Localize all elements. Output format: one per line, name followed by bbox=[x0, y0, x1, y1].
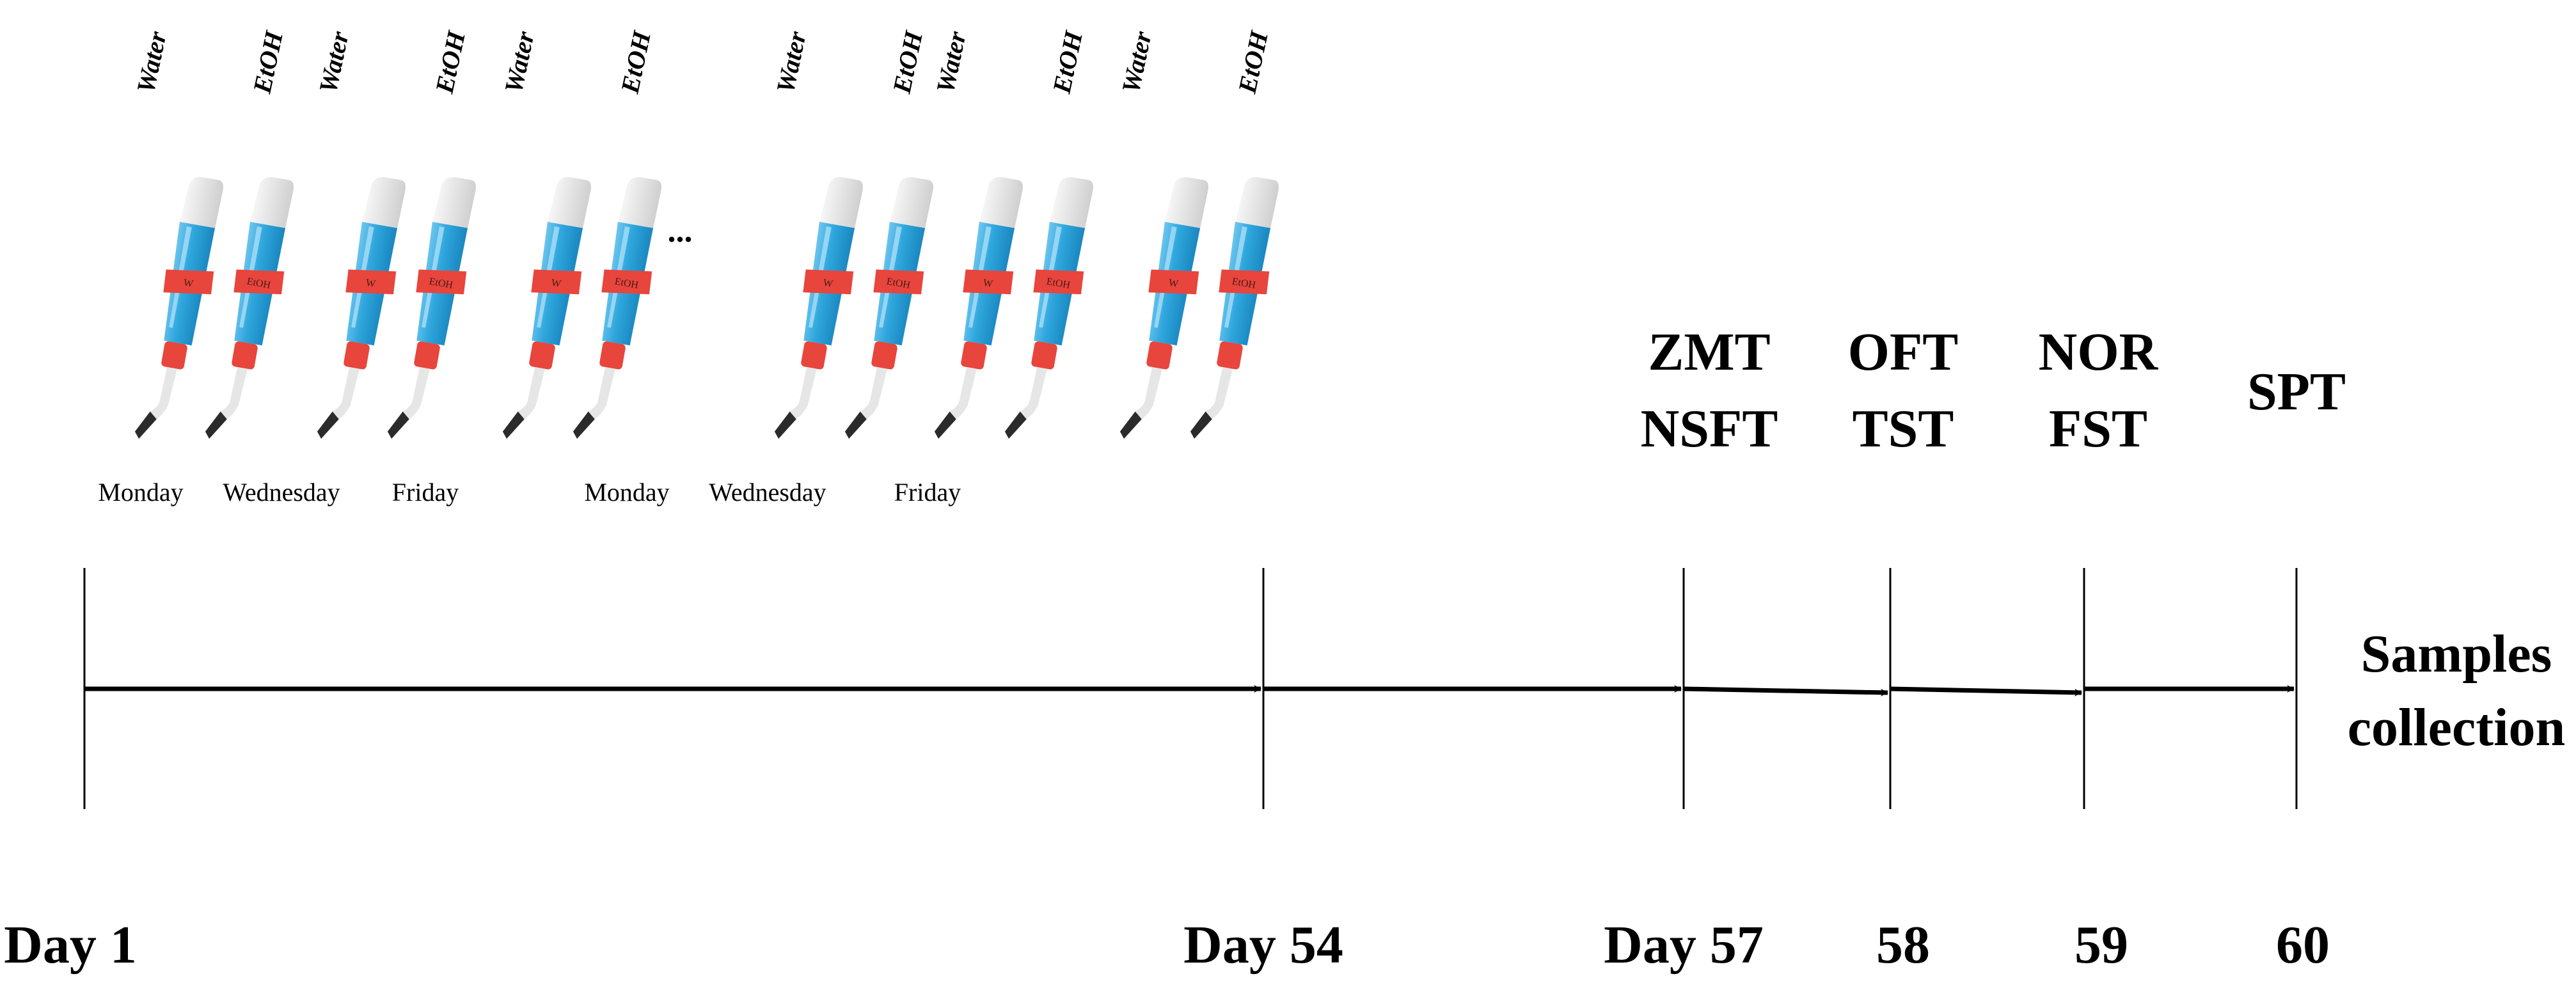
bottle-liquid-label: EtOH bbox=[1232, 28, 1274, 97]
drinking-bottle-icon: W bbox=[773, 173, 871, 447]
bottle-tag-text: EtOH bbox=[429, 276, 454, 291]
bottle-tag-text: EtOH bbox=[614, 276, 640, 291]
bottle-tag-text: W bbox=[982, 278, 994, 290]
day-label: 60 bbox=[2276, 915, 2330, 975]
weekday-label: Wednesday bbox=[223, 478, 340, 507]
bottle-tag-text: W bbox=[822, 278, 834, 290]
drinking-bottle-icon: W bbox=[933, 173, 1031, 447]
weekday-label: Wednesday bbox=[709, 478, 826, 507]
drinking-bottle-icon: EtOH bbox=[572, 173, 669, 447]
drinking-bottle-icon: W bbox=[316, 173, 413, 447]
drinking-bottle-icon: W bbox=[1119, 173, 1216, 447]
test-label: ZMT bbox=[1648, 322, 1770, 382]
bottle-tag-text: EtOH bbox=[886, 276, 912, 291]
test-label: FST bbox=[2049, 399, 2147, 459]
bottle-liquid-label: Water bbox=[1116, 29, 1157, 96]
bottle-pair: W Water EtOH EtOH bbox=[931, 28, 1101, 447]
test-label: NOR bbox=[2039, 322, 2159, 382]
drinking-bottle-icon: W bbox=[134, 173, 231, 447]
weekday-label: Friday bbox=[392, 478, 459, 507]
bottle-liquid-label: EtOH bbox=[1047, 28, 1088, 97]
end-label: Samples bbox=[2361, 624, 2552, 684]
bottle-pairs: WWaterEtOHEtOHWWaterEtOHEtOHWWaterEtOHEt… bbox=[131, 28, 1286, 447]
test-label: NSFT bbox=[1641, 399, 1778, 459]
bottle-liquid-label: Water bbox=[313, 29, 354, 96]
day-label: 59 bbox=[2074, 915, 2128, 975]
day-label: 58 bbox=[1876, 915, 1930, 975]
bottle-liquid-label: Water bbox=[931, 29, 972, 96]
bottle-tag-text: W bbox=[182, 278, 194, 290]
drinking-bottle-icon: W bbox=[502, 173, 599, 447]
drinking-bottle-icon: EtOH bbox=[844, 173, 941, 447]
drinking-bottle-icon: EtOH bbox=[1189, 173, 1286, 447]
test-label: TST bbox=[1853, 399, 1954, 459]
bottle-pair: W Water EtOH EtOH bbox=[771, 28, 941, 447]
bottle-tag-text: W bbox=[1167, 278, 1180, 290]
ellipsis: ... bbox=[668, 213, 693, 249]
bottle-tag-text: EtOH bbox=[1046, 276, 1071, 291]
bottle-tag-text: EtOH bbox=[246, 276, 272, 291]
bottle-liquid-label: Water bbox=[499, 29, 540, 96]
drinking-bottle-icon: EtOH bbox=[204, 173, 301, 447]
day-label: Day 54 bbox=[1183, 915, 1343, 975]
bottle-pair: W Water EtOH EtOH bbox=[131, 28, 301, 447]
bottle-pair: W Water EtOH EtOH bbox=[499, 28, 669, 447]
weekday-label: Monday bbox=[98, 478, 183, 507]
bottle-tag-text: W bbox=[365, 278, 377, 290]
bottle-tag-text: EtOH bbox=[1231, 276, 1257, 291]
bottle-liquid-label: Water bbox=[771, 29, 812, 96]
weekday-labels: Monday Wednesday Friday Monday Wednesday Frid… bbox=[98, 478, 961, 507]
bottle-liquid-label: EtOH bbox=[615, 28, 656, 97]
timeline: Day 1 Day 54 Day 57 ZMT NSFT 58 OFT TST 59 NOR FST… bbox=[4, 322, 2565, 975]
weekday-label: Friday bbox=[894, 478, 961, 507]
bottle-liquid-label: EtOH bbox=[247, 28, 288, 97]
drinking-bottle-icon: EtOH bbox=[1004, 173, 1101, 447]
bottle-liquid-label: EtOH bbox=[887, 28, 928, 97]
end-label: collection bbox=[2348, 698, 2566, 757]
weekday-label: Monday bbox=[584, 478, 669, 507]
bottle-liquid-label: EtOH bbox=[429, 28, 471, 97]
test-label: OFT bbox=[1848, 322, 1959, 382]
bottle-pair: W Water EtOH EtOH bbox=[313, 28, 484, 447]
day-label: Day 1 bbox=[4, 915, 137, 975]
timeline-arrow bbox=[1683, 686, 1888, 697]
drinking-bottle-icon: EtOH bbox=[386, 173, 484, 447]
timeline-arrow bbox=[1890, 686, 2082, 697]
bottle-pair: W Water EtOH EtOH bbox=[1116, 28, 1286, 447]
test-label: SPT bbox=[2247, 362, 2346, 421]
bottle-liquid-label: Water bbox=[131, 29, 172, 96]
day-label: Day 57 bbox=[1604, 915, 1764, 975]
bottle-tag-text: W bbox=[550, 278, 562, 290]
